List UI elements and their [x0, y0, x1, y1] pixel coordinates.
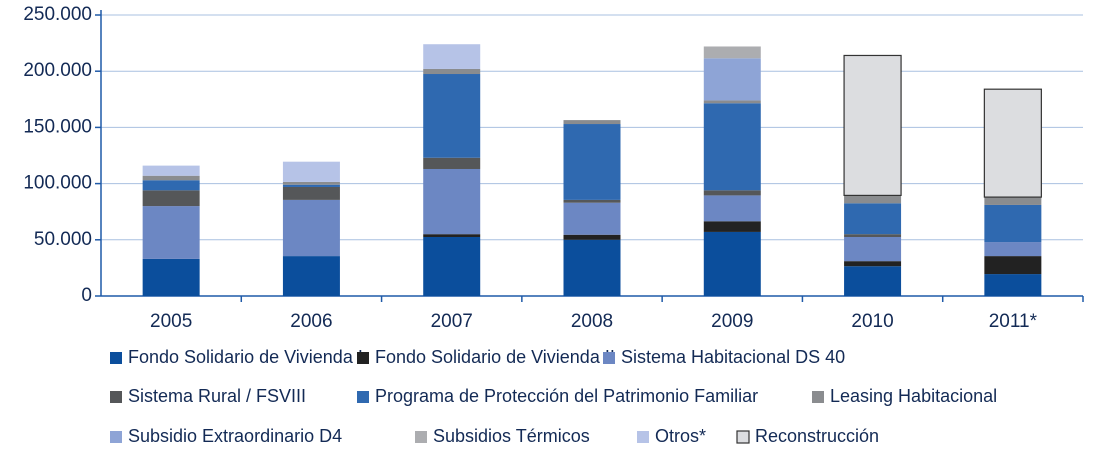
y-tick-label: 50.000 — [34, 229, 92, 250]
x-tick-label: 2007 — [431, 311, 473, 332]
bar-segment — [142, 165, 200, 176]
legend-swatch — [110, 391, 122, 403]
bar-segment — [423, 44, 481, 69]
bar-segment — [563, 199, 621, 203]
bar-segment — [282, 161, 340, 182]
bar-segment — [984, 204, 1042, 243]
bar-segment — [703, 103, 761, 191]
bar-segment — [844, 195, 902, 204]
bar-segment — [423, 157, 481, 169]
y-tick-label: 150.000 — [23, 116, 92, 137]
legend-label: Fondo Solidario de Vivienda II — [375, 347, 615, 367]
legend-swatch — [603, 352, 615, 364]
legend-swatch — [110, 431, 122, 443]
bar-segment — [563, 202, 621, 235]
bar-segment — [563, 120, 621, 125]
bar-segment — [423, 74, 481, 158]
bar-segment — [282, 199, 340, 257]
bar-segment — [563, 239, 621, 296]
legend-label: Subsidio Extraordinario D4 — [128, 426, 342, 446]
bar-segment — [703, 190, 761, 196]
bar-segment — [703, 231, 761, 296]
legend-label: Sistema Rural / FSVIII — [128, 386, 306, 406]
x-tick-label: 2008 — [571, 311, 613, 332]
bar-segment — [703, 221, 761, 232]
bar-segment — [142, 258, 200, 296]
legend: Fondo Solidario de Vivienda I Fondo Solid… — [110, 347, 997, 446]
legend-swatch — [637, 431, 649, 443]
bar-segment — [844, 266, 902, 296]
bar-segment — [142, 180, 200, 191]
legend-label: Fondo Solidario de Vivienda I — [128, 347, 363, 367]
bar-segment — [703, 195, 761, 222]
legend-label: Sistema Habitacional DS 40 — [621, 347, 845, 367]
y-tick-label: 200.000 — [23, 60, 92, 81]
bar-segment — [142, 190, 200, 207]
legend-swatch — [110, 352, 122, 364]
y-tick-label: 250.000 — [23, 4, 92, 25]
bar-segment — [142, 206, 200, 259]
bar-segment — [984, 256, 1042, 275]
x-tick-label: 2010 — [851, 311, 893, 332]
bar-segment — [844, 236, 902, 262]
legend-swatch — [357, 391, 369, 403]
bar-segment — [423, 168, 481, 235]
bar-segment — [563, 124, 621, 200]
bar-segment — [563, 234, 621, 240]
legend-label: Reconstrucción — [755, 426, 879, 446]
bar-segment — [844, 261, 902, 267]
bar-segment — [703, 100, 761, 104]
x-tick-label: 2011* — [989, 311, 1038, 332]
y-tick-label: 100.000 — [23, 173, 92, 194]
bar-segment — [282, 181, 340, 185]
legend-label: Leasing Habitacional — [830, 386, 997, 406]
bar-segment — [844, 234, 902, 237]
legend-label: Programa de Protección del Patrimonio Fa… — [375, 386, 758, 406]
bar-segment — [703, 58, 761, 101]
legend-swatch — [812, 391, 824, 403]
bar-segment — [423, 236, 481, 296]
bar-segment — [282, 256, 340, 296]
bar-segment — [282, 184, 340, 187]
bar-segment — [423, 68, 481, 75]
x-tick-label: 2009 — [711, 311, 753, 332]
bar-segment — [282, 186, 340, 200]
y-tick-label: 0 — [81, 285, 92, 306]
x-tick-label: 2006 — [290, 311, 332, 332]
bar-segment — [844, 203, 902, 235]
legend-label: Otros* — [655, 426, 706, 446]
bar-segment — [984, 274, 1042, 296]
bar-segment — [984, 242, 1042, 257]
bar-segment — [703, 46, 761, 59]
bar-segment — [983, 88, 1042, 198]
legend-label: Subsidios Térmicos — [433, 426, 590, 446]
bar-segment — [984, 197, 1042, 205]
bar-segment — [423, 234, 481, 237]
bar-segment — [142, 175, 200, 181]
x-tick-label: 2005 — [150, 311, 192, 332]
legend-swatch — [415, 431, 427, 443]
legend-swatch — [736, 430, 750, 444]
bar-segment — [843, 54, 902, 197]
legend-swatch — [357, 352, 369, 364]
